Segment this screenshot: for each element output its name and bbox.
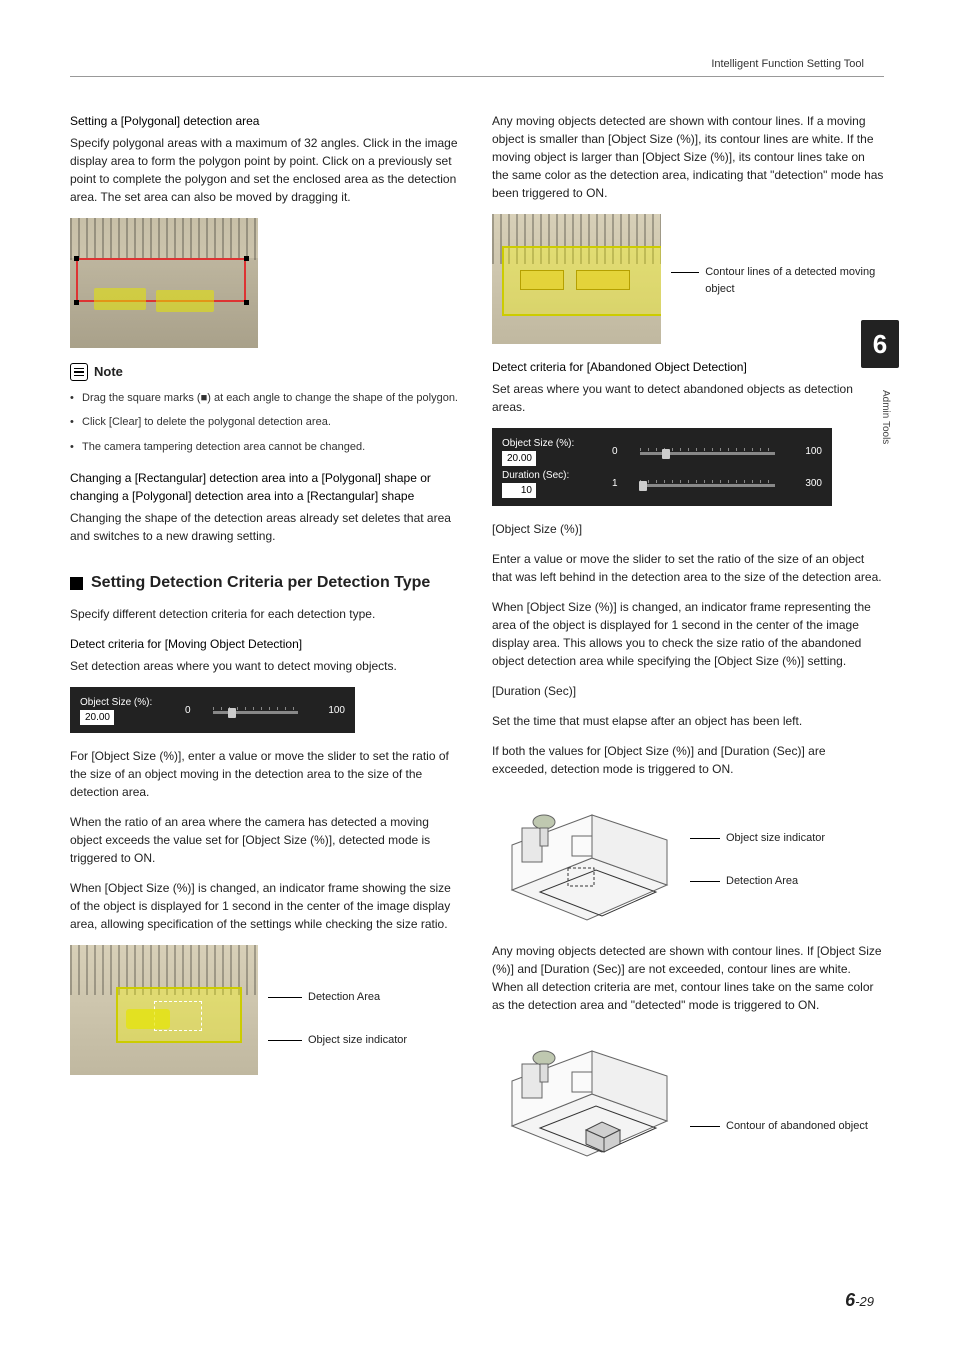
note-item: The camera tampering detection area cann… bbox=[70, 439, 462, 456]
para-duration: Set the time that must elapse after an o… bbox=[492, 712, 884, 730]
figure-iso-contour: Contour of abandoned object bbox=[492, 1026, 884, 1164]
figure-labels: Contour of abandoned object bbox=[690, 1026, 868, 1135]
slider-min: 0 bbox=[612, 444, 618, 459]
para-change-shape: Changing the shape of the detection area… bbox=[70, 509, 462, 545]
figure-labels: Detection Area Object size indicator bbox=[268, 945, 407, 1048]
page-footer: 6-29 bbox=[845, 1290, 874, 1311]
slider-max: 300 bbox=[805, 476, 822, 491]
header-rule bbox=[70, 76, 884, 77]
label-object-indicator: Object size indicator bbox=[726, 830, 825, 847]
polygon-handle bbox=[244, 256, 249, 261]
label-detection-area: Detection Area bbox=[726, 873, 798, 890]
detected-vehicle bbox=[576, 270, 630, 290]
chapter-tab: 6 bbox=[861, 320, 899, 368]
heading-duration: [Duration (Sec)] bbox=[492, 682, 884, 700]
note-list: Drag the square marks (■) at each angle … bbox=[70, 390, 462, 456]
para-object-size-indicator: When [Object Size (%)] is changed, an in… bbox=[492, 598, 884, 670]
figure-detection-indicator: Detection Area Object size indicator bbox=[70, 945, 462, 1075]
square-bullet-icon bbox=[70, 577, 83, 590]
slider-max: 100 bbox=[805, 444, 822, 459]
heading-polygonal: Setting a [Polygonal] detection area bbox=[70, 112, 462, 130]
heading-object-size: [Object Size (%)] bbox=[492, 520, 884, 538]
heading-abandoned: Detect criteria for [Abandoned Object De… bbox=[492, 358, 884, 376]
note-item: Click [Clear] to delete the polygonal de… bbox=[70, 414, 462, 431]
footer-chapter: 6 bbox=[845, 1290, 855, 1310]
figure-contour: Contour lines of a detected moving objec… bbox=[492, 214, 884, 344]
figure-polygonal-area bbox=[70, 218, 462, 348]
para-object-size-explain: For [Object Size (%)], enter a value or … bbox=[70, 747, 462, 801]
label-detection-area: Detection Area bbox=[308, 989, 380, 1006]
para-contour-abandoned: Any moving objects detected are shown wi… bbox=[492, 942, 884, 1014]
slider-max: 100 bbox=[328, 703, 345, 718]
right-column: Any moving objects detected are shown wi… bbox=[492, 112, 884, 1178]
note-heading: Note bbox=[70, 362, 462, 382]
figure-labels: Object size indicator Detection Area bbox=[690, 790, 825, 889]
slider-thumb[interactable] bbox=[228, 708, 236, 718]
side-area-label: Admin Tools bbox=[880, 390, 891, 444]
note-item: Drag the square marks (■) at each angle … bbox=[70, 390, 462, 407]
para-specify-criteria: Specify different detection criteria for… bbox=[70, 605, 462, 623]
polygon-handle bbox=[74, 256, 79, 261]
note-title: Note bbox=[94, 362, 123, 382]
heading-moving-object: Detect criteria for [Moving Object Detec… bbox=[70, 635, 462, 653]
object-size-input[interactable]: 20.00 bbox=[502, 451, 536, 466]
para-both-exceed: If both the values for [Object Size (%)]… bbox=[492, 742, 884, 778]
object-size-slider[interactable] bbox=[630, 446, 794, 456]
label-object-indicator: Object size indicator bbox=[308, 1032, 407, 1049]
detected-vehicle bbox=[520, 270, 564, 290]
left-column: Setting a [Polygonal] detection area Spe… bbox=[70, 112, 462, 1178]
para-object-size: Enter a value or move the slider to set … bbox=[492, 550, 884, 586]
polygon-handle bbox=[244, 300, 249, 305]
figure-labels: Contour lines of a detected moving objec… bbox=[671, 214, 884, 297]
note-icon bbox=[70, 363, 88, 381]
para-moving-object: Set detection areas where you want to de… bbox=[70, 657, 462, 675]
label-contour: Contour lines of a detected moving objec… bbox=[705, 264, 884, 297]
slider-label: Object Size (%): bbox=[502, 436, 597, 451]
slider-thumb[interactable] bbox=[662, 449, 670, 459]
section-heading: Setting Detection Criteria per Detection… bbox=[70, 571, 462, 595]
detected-vehicle-1 bbox=[94, 288, 146, 310]
label-abandoned-contour: Contour of abandoned object bbox=[726, 1118, 868, 1135]
page-columns: Setting a [Polygonal] detection area Spe… bbox=[70, 112, 884, 1178]
detected-vehicle-2 bbox=[156, 290, 214, 312]
screenshot-detection-indicator bbox=[70, 945, 258, 1075]
section-title: Setting Detection Criteria per Detection… bbox=[91, 571, 430, 595]
para-abandoned: Set areas where you want to detect aband… bbox=[492, 380, 884, 416]
duration-input[interactable]: 10 bbox=[502, 483, 536, 498]
slider-label: Duration (Sec): bbox=[502, 468, 597, 483]
slider-object-size-moving: Object Size (%): 20.00 0 100 bbox=[70, 687, 355, 733]
para-indicator-frame: When [Object Size (%)] is changed, an in… bbox=[70, 879, 462, 933]
polygon-handle bbox=[74, 300, 79, 305]
para-trigger-on: When the ratio of an area where the came… bbox=[70, 813, 462, 867]
slider-thumb[interactable] bbox=[639, 481, 647, 491]
illustration-room-indicator bbox=[492, 790, 680, 928]
detected-vehicle bbox=[126, 1009, 170, 1029]
slider-abandoned: Object Size (%): 20.00 0 100 Duration (S… bbox=[492, 428, 832, 506]
object-size-slider[interactable] bbox=[203, 705, 317, 715]
screenshot-contour bbox=[492, 214, 661, 344]
illustration-room-contour bbox=[492, 1026, 680, 1164]
duration-slider[interactable] bbox=[630, 478, 794, 488]
slider-min: 0 bbox=[185, 703, 191, 718]
footer-page: 29 bbox=[860, 1294, 874, 1309]
screenshot-polygonal bbox=[70, 218, 258, 348]
para-polygonal-desc: Specify polygonal areas with a maximum o… bbox=[70, 134, 462, 206]
breadcrumb: Intelligent Function Setting Tool bbox=[711, 58, 864, 70]
para-contour-explain: Any moving objects detected are shown wi… bbox=[492, 112, 884, 202]
object-size-input[interactable]: 20.00 bbox=[80, 710, 114, 725]
heading-change-shape: Changing a [Rectangular] detection area … bbox=[70, 469, 462, 505]
slider-label: Object Size (%): bbox=[80, 695, 175, 710]
slider-min: 1 bbox=[612, 476, 618, 491]
figure-iso-indicator: Object size indicator Detection Area bbox=[492, 790, 884, 928]
